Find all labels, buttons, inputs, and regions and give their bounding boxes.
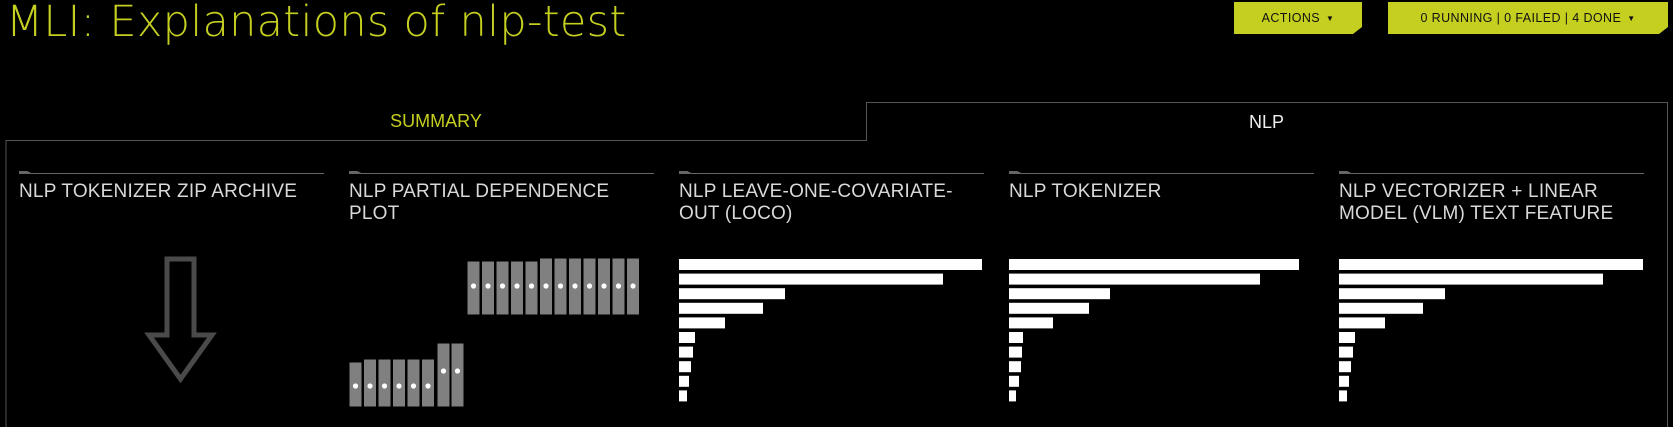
panel-notch	[19, 171, 33, 174]
job-status-button[interactable]: 0 RUNNING | 0 FAILED | 4 DONE ▼	[1388, 2, 1668, 34]
panel-notch	[1009, 171, 1023, 174]
download-arrow-icon	[144, 256, 217, 384]
panel-notch	[679, 171, 693, 174]
dependence-plot-icon	[349, 257, 640, 408]
panel-partial-dependence[interactable]: NLP PARTIAL DEPENDENCE PLOT	[349, 171, 654, 427]
panel-title: NLP TOKENIZER	[1009, 181, 1162, 202]
actions-label: ACTIONS	[1261, 11, 1321, 25]
panel-tokenizer-zip[interactable]: NLP TOKENIZER ZIP ARCHIVE	[19, 171, 324, 427]
tab-nlp[interactable]: NLP	[866, 103, 1667, 141]
panel-title: NLP TOKENIZER ZIP ARCHIVE	[19, 181, 298, 202]
caret-down-icon: ▼	[1627, 13, 1636, 23]
panel-title: NLP PARTIAL DEPENDENCE PLOT	[349, 181, 610, 224]
bar-chart-icon	[679, 259, 982, 402]
page-title: MLI: Explanations of nlp-test	[6, 0, 627, 47]
panel-notch	[1339, 171, 1353, 174]
panel-divider	[679, 173, 984, 174]
panel-divider	[1339, 173, 1644, 174]
bar-chart-icon	[1009, 259, 1299, 402]
bar-chart-icon	[1339, 259, 1643, 402]
panel-title: NLP LEAVE-ONE-COVARIATE-OUT (LOCO)	[679, 181, 953, 224]
panel-divider	[19, 173, 324, 174]
actions-button[interactable]: ACTIONS ▼	[1234, 2, 1362, 34]
panel-vlm[interactable]: NLP VECTORIZER + LINEAR MODEL (VLM) TEXT…	[1339, 171, 1644, 427]
panel-divider	[1009, 173, 1314, 174]
panel-notch	[349, 171, 363, 174]
panel-loco[interactable]: NLP LEAVE-ONE-COVARIATE-OUT (LOCO)	[679, 171, 984, 427]
tab-summary-label: SUMMARY	[390, 111, 482, 131]
tab-nlp-label: NLP	[1248, 112, 1284, 132]
panel-tokenizer[interactable]: NLP TOKENIZER	[1009, 171, 1314, 427]
caret-down-icon: ▼	[1326, 13, 1335, 23]
panel-divider	[349, 173, 654, 174]
tab-summary[interactable]: SUMMARY	[6, 102, 866, 140]
job-status-label: 0 RUNNING | 0 FAILED | 4 DONE	[1420, 11, 1622, 25]
panel-title: NLP VECTORIZER + LINEAR MODEL (VLM) TEXT…	[1339, 181, 1614, 224]
